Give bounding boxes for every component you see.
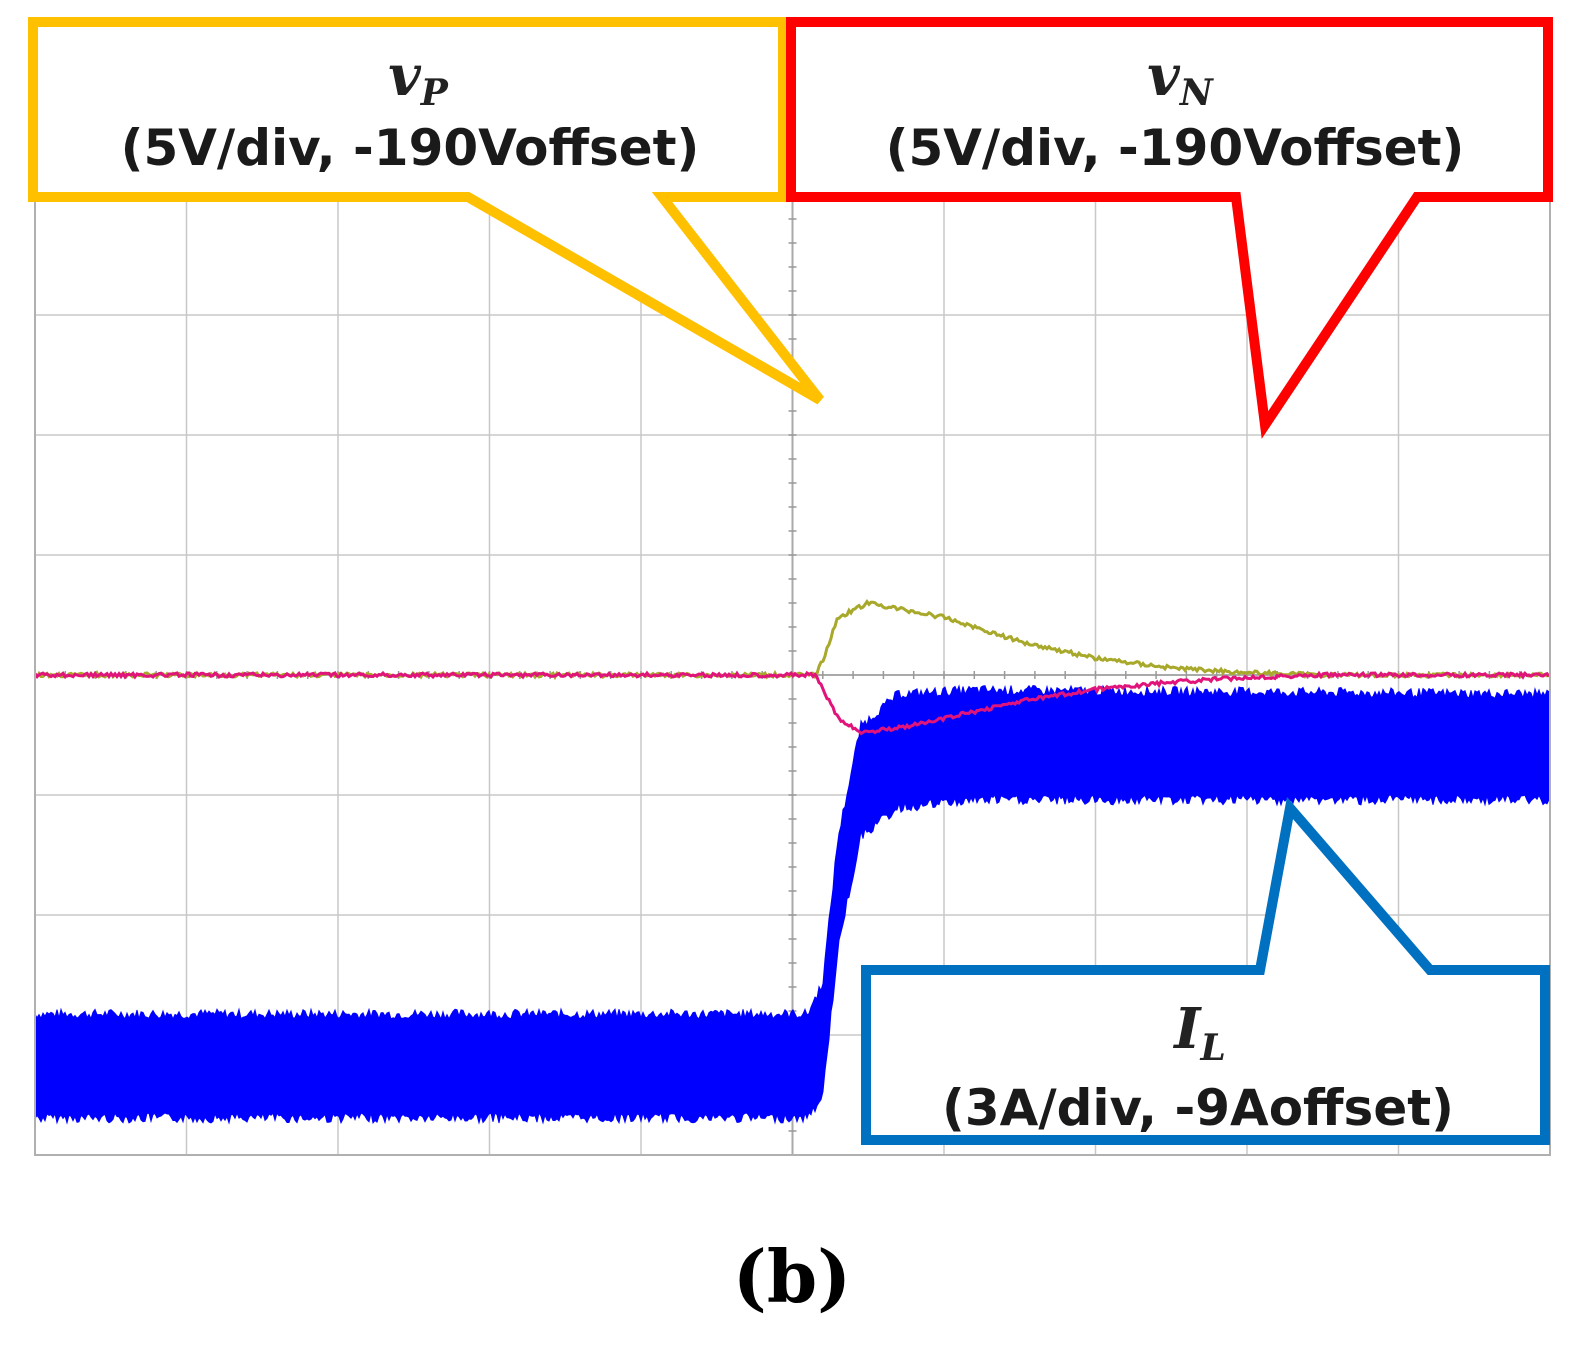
vp-scale-label: (5V/div, -190Voffset) [121,119,700,177]
waveform-traces [33,598,1551,1125]
vp-callout-outline [28,17,824,405]
il-scale-label: (3A/div, -9Aoffset) [942,1079,1454,1137]
vn-scale-label: (5V/div, -190Voffset) [886,119,1465,177]
panel-label: (b) [733,1234,851,1319]
vn-callout: vN (5V/div, -190Voffset) [786,17,1553,439]
vn-symbol: vN [1147,43,1215,114]
il-symbol: IL [1172,996,1226,1069]
vn-voltage-trace [33,670,1551,736]
vp-symbol: vP [388,43,449,114]
il-callout: IL (3A/div, -9Aoffset) [861,796,1550,1145]
vp-callout: vP (5V/div, -190Voffset) [28,17,824,405]
il-callout-outline [861,796,1550,1145]
vn-callout-outline [786,17,1553,439]
